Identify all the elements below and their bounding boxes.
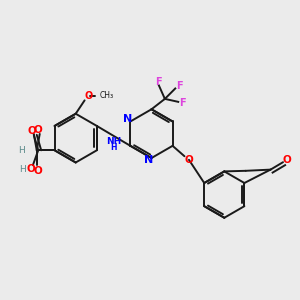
Text: H: H [110,143,117,152]
Text: F: F [179,98,185,108]
Text: CH₃: CH₃ [100,92,114,100]
Text: O: O [34,166,43,176]
Text: NH: NH [106,137,121,146]
Text: F: F [176,80,182,91]
Text: N: N [123,114,132,124]
Text: H: H [19,164,26,173]
Text: O: O [26,164,35,174]
Text: N: N [144,155,153,165]
Text: O: O [283,155,292,165]
Text: H: H [19,146,25,155]
Text: O: O [184,155,193,165]
Text: O: O [34,125,43,135]
Text: O: O [27,126,36,136]
Text: F: F [155,76,162,87]
Text: O: O [84,91,93,101]
